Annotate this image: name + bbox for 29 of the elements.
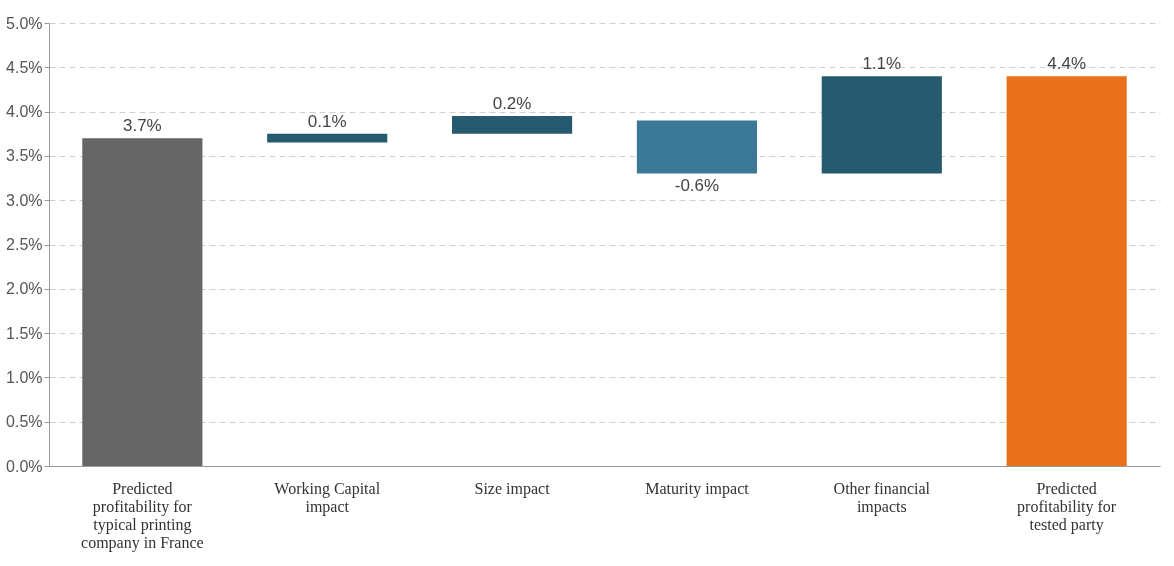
x-tick-label: Working Capital impact bbox=[274, 479, 381, 516]
data-label: -0.6% bbox=[674, 175, 720, 195]
bar bbox=[636, 120, 758, 174]
x-tick-label: Size impact bbox=[474, 479, 551, 498]
y-tick-label: 4.5% bbox=[6, 58, 43, 76]
bar bbox=[451, 116, 573, 134]
y-tick-label: 1.5% bbox=[6, 324, 43, 342]
data-label: 0.2% bbox=[492, 94, 532, 114]
y-tick-label: 2.0% bbox=[6, 280, 43, 298]
x-tick-label: Predicted profitability for typical printing company in France bbox=[81, 479, 204, 552]
bar bbox=[821, 76, 942, 174]
y-tick-label: 1.0% bbox=[6, 368, 43, 386]
data-label: 1.1% bbox=[862, 54, 902, 74]
data-label: 0.1% bbox=[307, 111, 347, 131]
y-tick-label: 0.5% bbox=[6, 413, 43, 431]
y-tick-label: 4.0% bbox=[6, 103, 43, 121]
y-tick-label: 0.0% bbox=[6, 457, 43, 475]
x-tick-label: Predicted profitability for tested party bbox=[1017, 479, 1117, 534]
y-tick-label: 3.0% bbox=[6, 191, 43, 209]
y-tick-label: 2.5% bbox=[6, 236, 43, 253]
bar bbox=[267, 133, 388, 143]
x-tick-label: Other financial impacts bbox=[833, 479, 931, 516]
bar bbox=[1006, 76, 1127, 466]
y-tick-label: 3.5% bbox=[6, 147, 43, 165]
x-tick-label: Maturity impact bbox=[645, 479, 750, 498]
data-label: 3.7% bbox=[122, 116, 162, 136]
bar bbox=[82, 138, 203, 466]
data-label: 4.4% bbox=[1047, 54, 1087, 74]
y-tick-label: 5.0% bbox=[6, 14, 43, 32]
